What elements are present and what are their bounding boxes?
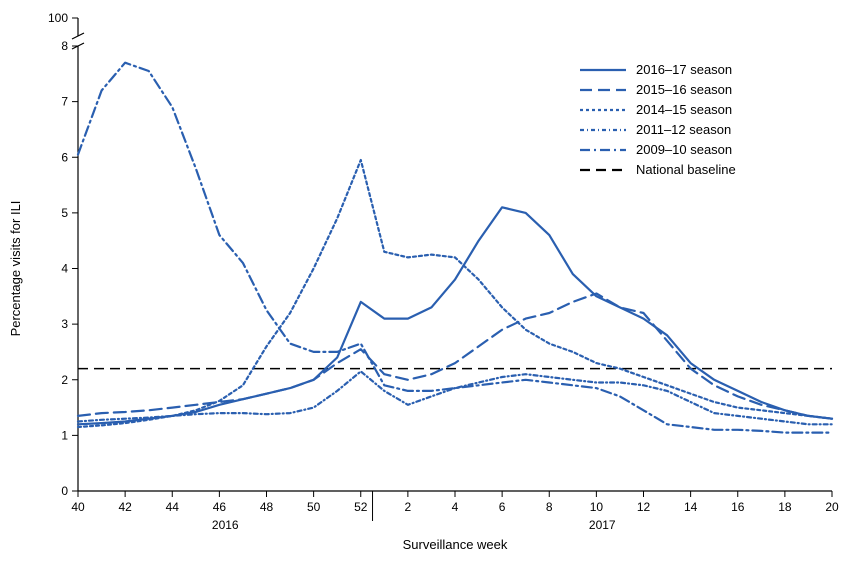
- y-tick-label: 7: [61, 95, 68, 109]
- x-tick-label: 12: [637, 500, 651, 514]
- year-label-right: 2017: [589, 518, 616, 532]
- legend-label: 2016–17 season: [636, 62, 732, 77]
- line-chart: 0123456781004042444648505224681012141618…: [0, 0, 852, 561]
- x-tick-label: 8: [546, 500, 553, 514]
- x-axis-label: Surveillance week: [403, 537, 508, 552]
- x-tick-label: 40: [71, 500, 85, 514]
- y-tick-label: 2: [61, 373, 68, 387]
- legend-label: 2011–12 season: [636, 122, 731, 137]
- y-tick-label: 0: [61, 484, 68, 498]
- x-tick-label: 50: [307, 500, 321, 514]
- y-tick-label: 8: [61, 39, 68, 53]
- legend-label: 2009–10 season: [636, 142, 732, 157]
- y-tick-label: 100: [48, 11, 68, 25]
- x-tick-label: 2: [405, 500, 412, 514]
- x-tick-label: 18: [778, 500, 792, 514]
- x-tick-label: 20: [825, 500, 839, 514]
- x-tick-label: 44: [166, 500, 180, 514]
- y-tick-label: 4: [61, 262, 68, 276]
- x-tick-label: 42: [118, 500, 132, 514]
- x-tick-label: 46: [213, 500, 227, 514]
- x-tick-label: 48: [260, 500, 274, 514]
- y-tick-label: 3: [61, 317, 68, 331]
- legend-label: 2014–15 season: [636, 102, 732, 117]
- x-tick-label: 16: [731, 500, 745, 514]
- x-tick-label: 4: [452, 500, 459, 514]
- y-tick-label: 1: [61, 428, 68, 442]
- legend-label: National baseline: [636, 162, 736, 177]
- y-axis-label: Percentage visits for ILI: [8, 201, 23, 337]
- x-tick-label: 14: [684, 500, 698, 514]
- y-tick-label: 6: [61, 150, 68, 164]
- x-tick-label: 10: [590, 500, 604, 514]
- legend-label: 2015–16 season: [636, 82, 732, 97]
- x-tick-label: 52: [354, 500, 368, 514]
- y-tick-label: 5: [61, 206, 68, 220]
- year-label-left: 2016: [212, 518, 239, 532]
- x-tick-label: 6: [499, 500, 506, 514]
- chart-container: 0123456781004042444648505224681012141618…: [0, 0, 852, 561]
